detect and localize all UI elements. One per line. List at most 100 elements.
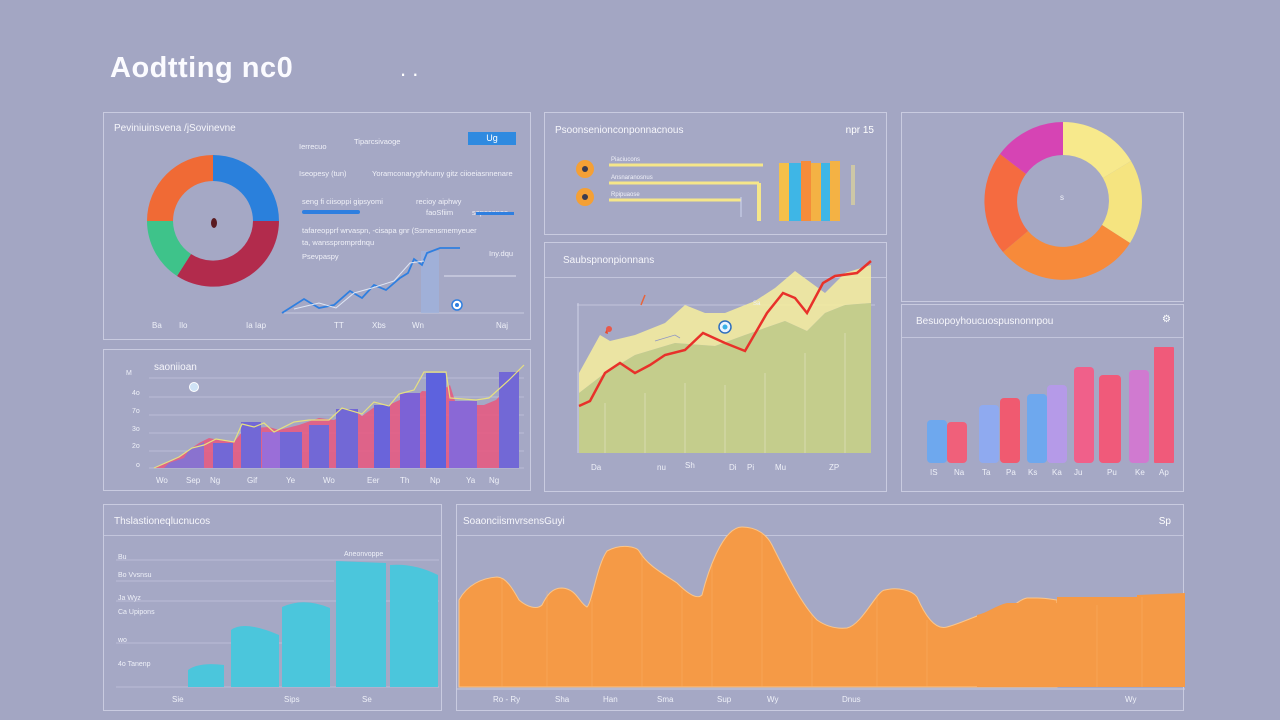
x-label: Mu: [775, 463, 787, 472]
orange-area-title: SoaonciismvrsensGuyi: [463, 516, 565, 527]
stacked-area-title: Saubspnonpionnans: [563, 255, 655, 266]
y-label: M: [126, 370, 132, 377]
grouped-bars-settings-icon[interactable]: ⚙: [1162, 314, 1171, 325]
right-donut-chart: [984, 122, 1142, 280]
stacked-area-panel: Saubspnonpionnans Sa Da nu Sh Di Pi Mu Z…: [544, 242, 887, 492]
y-label: Bu: [118, 554, 127, 561]
x-label: Sha: [555, 695, 570, 704]
overview-text-1: Ierrecuo: [299, 142, 327, 151]
purple-bars-chart: [149, 364, 525, 469]
overview-progress-bar-2: [476, 212, 514, 215]
x-label: Se: [362, 695, 372, 704]
x-label: IS: [930, 468, 938, 477]
grouped-bars-title: Besuopoyhoucuospusnonnpou: [916, 316, 1054, 327]
x-label: Wo: [323, 476, 335, 485]
x-label: Ka: [1052, 468, 1062, 477]
overview-panel: Peviniuinsvena /jSovinevne Ug Ierrecuo T…: [103, 112, 531, 340]
grouped-bars-panel: Besuopoyhoucuospusnonnpou ⚙ IS Na Ta Pa …: [901, 304, 1184, 492]
x-label: Di: [729, 463, 737, 472]
progress-menu-icon[interactable]: npr 15: [845, 125, 874, 136]
overview-text-10: tafareopprf wrvaspn, -cisapa gnr (Ssmens…: [302, 226, 477, 235]
x-label: Na: [954, 468, 965, 477]
y-label: Ca Upipons: [118, 609, 155, 616]
x-label: Wn: [412, 321, 424, 330]
progress-row-label: Piaciucons: [611, 157, 641, 163]
cyan-bars-panel: Thslastioneqlucnucos Aneonvoppe Bu Bo Vv…: [103, 504, 442, 711]
overview-title: Peviniuinsvena /jSovinevne: [114, 123, 236, 134]
y-label: o: [136, 462, 140, 469]
x-label: Wy: [767, 695, 779, 704]
overview-text-11: ta, wansspromprdnqu: [302, 238, 375, 247]
x-label: Pu: [1107, 468, 1117, 477]
x-label: Xbs: [372, 321, 386, 330]
progress-chart: [576, 160, 855, 221]
x-label: Ba: [152, 321, 162, 330]
info-icon[interactable]: [189, 382, 199, 392]
overview-action-button[interactable]: Ug: [468, 132, 516, 145]
y-label: 2o: [132, 443, 140, 450]
purple-bars-panel: saoniioan M 4o 7o 3o 2o o Wo Sep Ng Gif …: [103, 349, 531, 491]
y-label: Ja Wyz: [118, 595, 141, 602]
x-label: nu: [657, 463, 666, 472]
y-label: 7o: [132, 408, 140, 415]
x-label: Np: [430, 476, 441, 485]
title-dots: . .: [400, 56, 419, 81]
x-label: Sup: [717, 695, 732, 704]
x-label: Ng: [489, 476, 500, 485]
cyan-bars-chart: [116, 559, 439, 688]
overview-progress-bar: [302, 210, 360, 214]
overview-text-4: Yoramconarygfvhumy gitz ciioeiasnnenare: [372, 169, 513, 178]
y-label: Bo Vvsnsu: [118, 572, 152, 579]
x-label: Gif: [247, 476, 258, 485]
x-label: Ye: [286, 476, 296, 485]
x-label: ZP: [829, 463, 840, 472]
progress-panel: Psoonsenionconponnacnous npr 15 Piaciuco…: [544, 112, 887, 235]
orange-area-menu-icon[interactable]: Sp: [1158, 516, 1171, 527]
cyan-bars-title: Thslastioneqlucnucos: [114, 516, 211, 527]
x-label: Ng: [210, 476, 221, 485]
x-label: Ke: [1135, 468, 1145, 477]
purple-bars-title: saoniioan: [154, 362, 197, 373]
right-donut-panel: s: [901, 112, 1184, 302]
x-label: Ta: [982, 468, 991, 477]
x-label: Sh: [685, 461, 695, 470]
overview-text-8: faoSfiim: [426, 208, 454, 217]
x-label: Ilo: [179, 321, 188, 330]
y-label: 4o Tanenp: [118, 661, 151, 668]
overview-donut-chart: [147, 155, 524, 314]
x-label: Th: [400, 476, 410, 485]
x-label: Pa: [1006, 468, 1016, 477]
x-label: Dnus: [842, 695, 861, 704]
x-label: Wy: [1125, 695, 1137, 704]
right-donut-center-label: s: [1060, 193, 1064, 202]
x-label: Sep: [186, 476, 201, 485]
progress-row-label: Ansnaranosnus: [611, 175, 653, 181]
x-label: Ia Iap: [246, 321, 267, 330]
orange-area-panel: SoaonciismvrsensGuyi Sp Ro - Ry Sha Han …: [456, 504, 1185, 711]
x-label: Ap: [1159, 468, 1169, 477]
progress-title: Psoonsenionconponnacnous: [555, 125, 684, 136]
x-label: Pi: [747, 463, 755, 472]
x-label: Ju: [1074, 468, 1083, 477]
x-label: Eer: [367, 476, 380, 485]
page-title: Aodtting nc0: [110, 52, 294, 84]
x-label: Sie: [172, 695, 184, 704]
x-label: Sma: [657, 695, 674, 704]
x-label: TT: [334, 321, 344, 330]
cyan-bars-top-annotation: Aneonvoppe: [344, 551, 384, 558]
grouped-bars-chart: [927, 347, 1174, 463]
x-label: Sips: [284, 695, 300, 704]
x-label: Naj: [496, 321, 509, 330]
x-label: Da: [591, 463, 602, 472]
x-label: Han: [603, 695, 618, 704]
progress-row-label: Rpipuaose: [611, 192, 640, 198]
x-label: Ya: [466, 476, 476, 485]
x-label: Ro - Ry: [493, 695, 521, 704]
orange-area-chart: [457, 526, 1185, 690]
overview-text-12: Psevpaspy: [302, 252, 339, 261]
y-label: wo: [118, 637, 127, 644]
overview-text-2: Tiparcsivaoge: [354, 137, 401, 146]
overview-text-13: Iny.dqu: [489, 249, 514, 258]
overview-text-3: Iseopesy (tun): [299, 169, 347, 178]
y-label: 4o: [132, 390, 140, 397]
